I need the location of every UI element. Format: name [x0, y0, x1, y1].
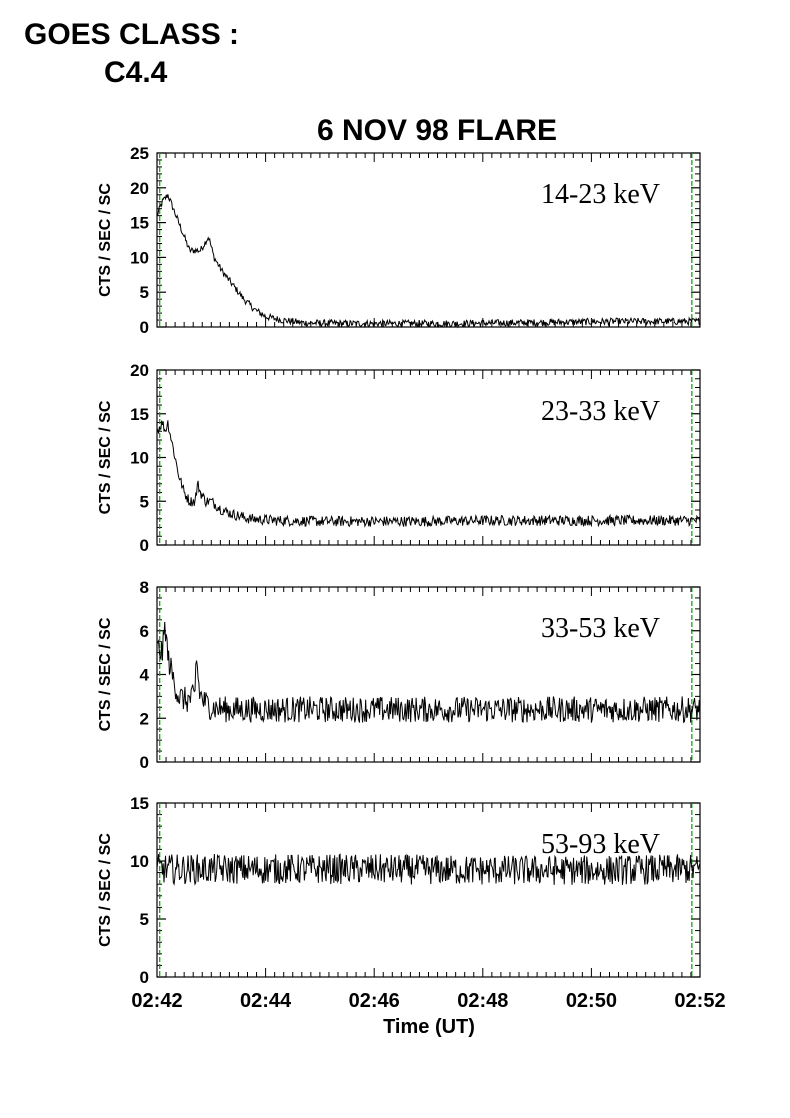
y-tick-label: 10	[130, 449, 149, 468]
count-rate-series	[156, 621, 701, 724]
y-tick-label: 10	[130, 248, 149, 267]
y-tick-label: 10	[130, 852, 149, 871]
y-tick-label: 15	[130, 214, 149, 233]
y-tick-label: 8	[140, 578, 149, 597]
y-tick-label: 15	[130, 405, 149, 424]
energy-band-label: 53-93 keV	[541, 829, 660, 860]
panel-2: 0 2 4 6 8 33-53 keV CTS / SEC / SC	[97, 578, 701, 772]
panel-0: 0 5 10 15 20 25 14-23 keV CTS / SEC / SC	[97, 144, 701, 337]
y-tick-label: 0	[140, 318, 149, 337]
goes-class-value: C4.4	[104, 56, 168, 89]
energy-band-label: 33-53 keV	[541, 613, 660, 644]
x-tick-label: 02:48	[457, 990, 508, 1012]
y-tick-label: 20	[130, 179, 149, 198]
panel-1: 0 5 10 15 20 23-33 keV CTS / SEC / SC	[97, 361, 701, 555]
count-rate-series	[156, 853, 701, 886]
x-tick-labels: 02:42 02:44 02:46 02:48 02:50 02:52	[131, 990, 725, 1012]
x-tick-label: 02:42	[131, 990, 182, 1012]
y-tick-label: 25	[130, 144, 149, 163]
y-axis-label: CTS / SEC / SC	[97, 617, 114, 731]
count-rate-series	[156, 420, 701, 528]
x-tick-label: 02:46	[349, 990, 400, 1012]
y-tick-label: 0	[140, 968, 149, 987]
goes-class-label: GOES CLASS :	[24, 18, 240, 51]
chart-title: 6 NOV 98 FLARE	[317, 114, 557, 147]
x-tick-label: 02:50	[566, 990, 617, 1012]
y-tick-label: 15	[130, 794, 149, 813]
y-tick-label: 4	[140, 666, 150, 685]
energy-band-label: 14-23 keV	[541, 179, 660, 210]
y-axis-label: CTS / SEC / SC	[97, 400, 114, 514]
y-tick-label: 6	[140, 622, 149, 641]
y-tick-label: 5	[140, 910, 149, 929]
energy-band-label: 23-33 keV	[541, 396, 660, 427]
y-tick-label: 0	[140, 536, 149, 555]
x-tick-label: 02:44	[240, 990, 292, 1012]
y-tick-label: 0	[140, 753, 149, 772]
y-tick-label: 20	[130, 361, 149, 380]
y-axis-label: CTS / SEC / SC	[97, 833, 114, 947]
count-rate-series	[156, 194, 701, 329]
x-axis-label: Time (UT)	[383, 1016, 475, 1038]
y-tick-label: 2	[140, 709, 149, 728]
y-axis-label: CTS / SEC / SC	[97, 183, 114, 297]
y-tick-label: 5	[140, 283, 149, 302]
panel-3: 0 5 10 15 53-93 keV CTS / SEC / SC	[97, 794, 701, 987]
x-tick-label: 02:52	[674, 990, 725, 1012]
y-tick-label: 5	[140, 492, 149, 511]
